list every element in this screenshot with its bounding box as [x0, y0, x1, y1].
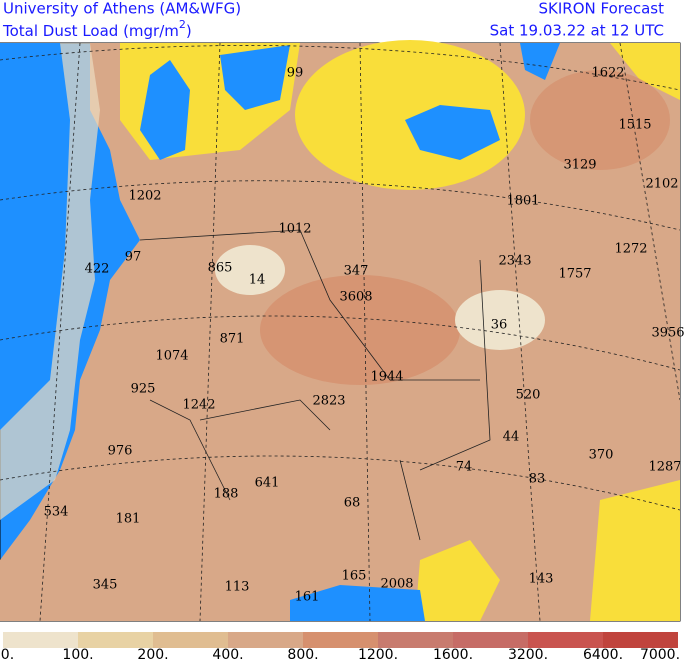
- product-sup: 2: [179, 18, 186, 31]
- legend-swatch: [603, 632, 678, 648]
- map-label: 2343: [498, 254, 531, 269]
- map-label: 520: [516, 388, 541, 403]
- legend-label: 1200.: [358, 647, 398, 662]
- map-label: 2102: [645, 177, 678, 192]
- legend-label: 7000.: [640, 647, 680, 662]
- map-label: 641: [255, 476, 280, 491]
- low-dust: [590, 480, 680, 621]
- legend: 10. 100. 200. 400. 800. 1200. 1600. 3200. 6400. 7…: [0, 632, 680, 663]
- map-label: 113: [225, 580, 250, 595]
- map-label: 36: [491, 318, 508, 333]
- legend-label: 100.: [62, 647, 93, 662]
- map-label: 188: [214, 487, 239, 502]
- gulf: [290, 585, 425, 621]
- institution: University of Athens (AM&WFG): [3, 0, 241, 18]
- map-label: 1622: [591, 66, 624, 81]
- legend-swatch: [3, 632, 78, 648]
- dust-core: [260, 275, 460, 385]
- map-label: 74: [456, 460, 473, 475]
- map-label: 99: [287, 66, 304, 81]
- map-label: 3956: [651, 326, 684, 341]
- legend-swatch: [153, 632, 228, 648]
- map-label: 161: [295, 590, 320, 605]
- graticule: [0, 42, 681, 622]
- map-label: 1012: [278, 222, 311, 237]
- map-label: 181: [116, 512, 141, 527]
- map-label: 976: [108, 444, 133, 459]
- map-label: 347: [344, 264, 369, 279]
- legend-label: 1600.: [433, 647, 473, 662]
- product-text: Total Dust Load (mgr/m: [2, 22, 179, 40]
- legend-label: 3200.: [508, 647, 548, 662]
- map-label: 1074: [155, 349, 188, 364]
- legend-label: 800.: [287, 647, 318, 662]
- map-label: 143: [529, 572, 554, 587]
- map-label: 2008: [380, 577, 413, 592]
- map-label: 1801: [506, 194, 539, 209]
- map-label: 1272: [614, 242, 647, 257]
- legend-swatch: [453, 632, 528, 648]
- date: Sat 19.03.22 at 12 UTC: [490, 22, 664, 40]
- map-label: 1242: [182, 398, 215, 413]
- map-labels: 99 1622 1515 3129 2102 1202 1801 1012 97 422 865 14…: [44, 66, 685, 605]
- legend-swatch: [528, 632, 603, 648]
- map-label: 865: [208, 261, 233, 276]
- map-label: 534: [44, 505, 69, 520]
- legend-swatch: [78, 632, 153, 648]
- atlantic: [0, 43, 70, 430]
- legend-label: 6400.: [583, 647, 623, 662]
- map-label: 14: [249, 273, 266, 288]
- map-label: 3129: [563, 158, 596, 173]
- map-label: 925: [131, 382, 156, 397]
- model: SKIRON Forecast: [539, 0, 665, 18]
- map-label: 1944: [370, 370, 403, 385]
- map-label: 370: [589, 448, 614, 463]
- map-label: 165: [342, 569, 367, 584]
- map-label: 97: [125, 250, 142, 265]
- low-dust: [610, 43, 680, 100]
- map: [0, 40, 681, 622]
- legend-label: 400.: [212, 647, 243, 662]
- low-dust: [415, 540, 500, 621]
- map-label: 422: [85, 262, 110, 277]
- caspian: [520, 43, 560, 80]
- map-label: 1287: [648, 460, 681, 475]
- map-label: 83: [529, 472, 546, 487]
- legend-label: 10.: [0, 647, 14, 662]
- borders: [139, 229, 491, 541]
- black-sea: [405, 105, 500, 160]
- map-label: 1757: [558, 267, 591, 282]
- map-label: 68: [344, 496, 361, 511]
- baltic: [220, 45, 290, 110]
- map-label: 44: [503, 430, 520, 445]
- legend-label: 200.: [137, 647, 168, 662]
- map-label: 3608: [339, 290, 372, 305]
- product: Total Dust Load (mgr/m2): [2, 18, 192, 40]
- clear-area: [215, 245, 285, 295]
- map-label: 1515: [618, 118, 651, 133]
- map-label: 871: [220, 332, 245, 347]
- map-label: 1202: [128, 189, 161, 204]
- legend-swatch: [378, 632, 453, 648]
- north-sea: [140, 60, 190, 160]
- clear-area: [455, 290, 545, 350]
- dust-core: [530, 70, 670, 170]
- legend-swatch: [303, 632, 378, 648]
- map-label: 345: [93, 578, 118, 593]
- map-label: 2823: [312, 394, 345, 409]
- product-close: ): [186, 22, 192, 40]
- legend-swatch: [228, 632, 303, 648]
